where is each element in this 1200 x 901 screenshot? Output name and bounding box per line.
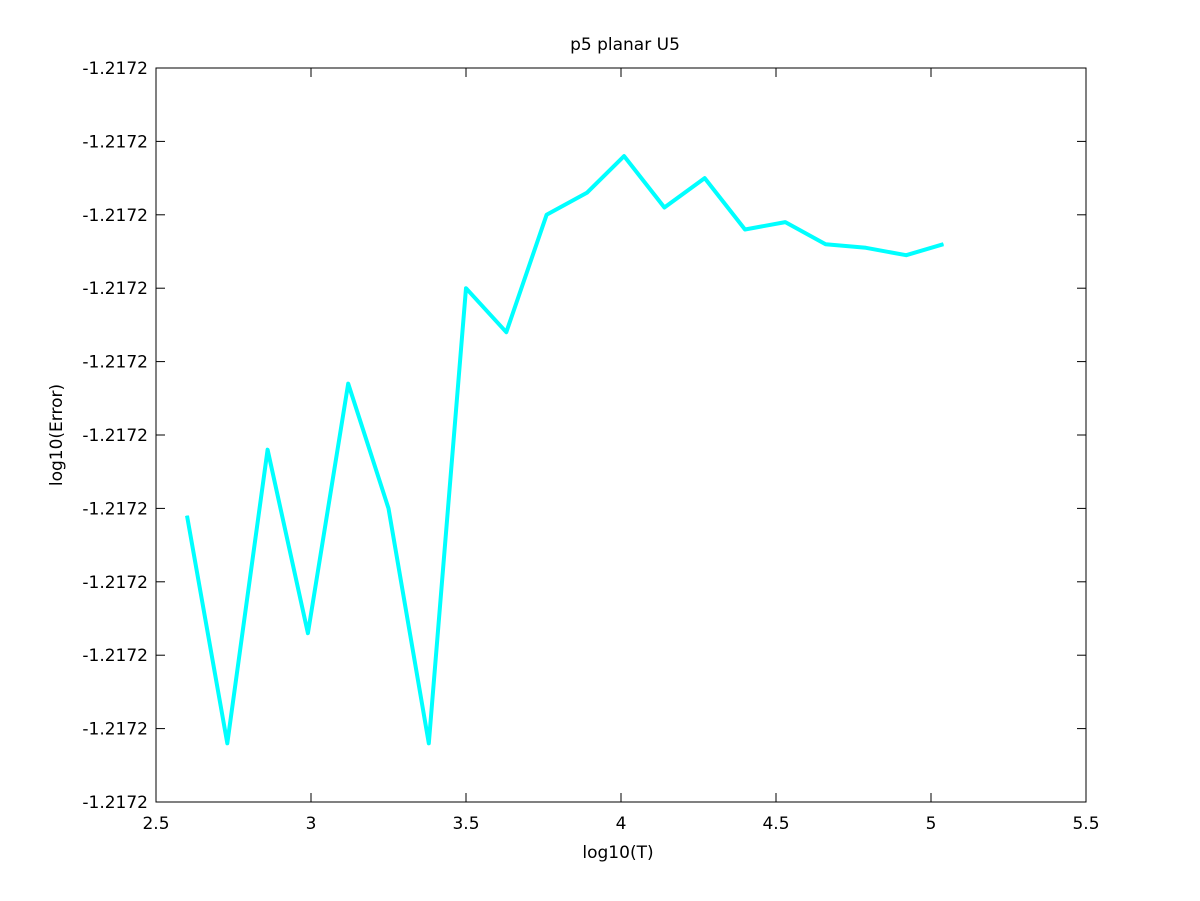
data-point: [942, 243, 944, 245]
data-point: [267, 449, 269, 451]
y-tick-label: -1.2172: [82, 499, 148, 519]
y-tick-label: -1.2172: [82, 353, 148, 373]
y-tick-label: -1.2172: [82, 132, 148, 152]
x-tick-label: 3: [306, 814, 317, 834]
data-point: [347, 383, 349, 385]
data-point: [428, 742, 430, 744]
data-point: [586, 192, 588, 194]
y-axis-title: log10(Error): [47, 384, 67, 486]
data-point: [226, 742, 228, 744]
x-tick-label: 2.5: [142, 814, 169, 834]
series-line: [185, 154, 944, 746]
x-tick-label: 4: [616, 814, 627, 834]
chart-title: p5 planar U5: [570, 35, 680, 55]
series-group: [185, 154, 944, 746]
x-tick-label: 3.5: [452, 814, 479, 834]
x-axis-title: log10(T): [582, 843, 653, 863]
data-point: [505, 331, 507, 333]
data-point: [388, 507, 389, 509]
data-point: [663, 206, 665, 208]
plot-area: [155, 67, 1087, 803]
y-tick-label: -1.2172: [82, 206, 148, 226]
x-tick-label: 4.5: [762, 814, 789, 834]
y-tick-label: -1.2172: [82, 793, 148, 813]
y-tick-label: -1.2172: [82, 573, 148, 593]
data-point: [546, 214, 548, 216]
data-point: [744, 228, 746, 230]
y-tick-label: -1.2172: [82, 59, 148, 79]
y-tick-label: -1.2172: [82, 426, 148, 446]
data-point: [865, 247, 867, 249]
data-point: [825, 243, 827, 245]
x-axis: 2.5 3 3.5 4 4.5 5 5.5: [142, 68, 1100, 834]
y-tick-label: -1.2172: [82, 279, 148, 299]
data-point: [623, 155, 625, 157]
data-point: [465, 287, 467, 289]
x-tick-label: 5: [926, 814, 937, 834]
data-point: [905, 254, 907, 256]
data-point: [186, 515, 188, 517]
y-axis: -1.2172 -1.2172 -1.2172 -1.2172 -1.2172 -1.21…: [82, 59, 1086, 813]
data-point: [704, 177, 706, 179]
data-point: [307, 632, 309, 634]
x-tick-label: 5.5: [1072, 814, 1099, 834]
y-tick-label: -1.2172: [82, 646, 148, 666]
data-point: [784, 221, 786, 223]
y-tick-label: -1.2172: [82, 720, 148, 740]
